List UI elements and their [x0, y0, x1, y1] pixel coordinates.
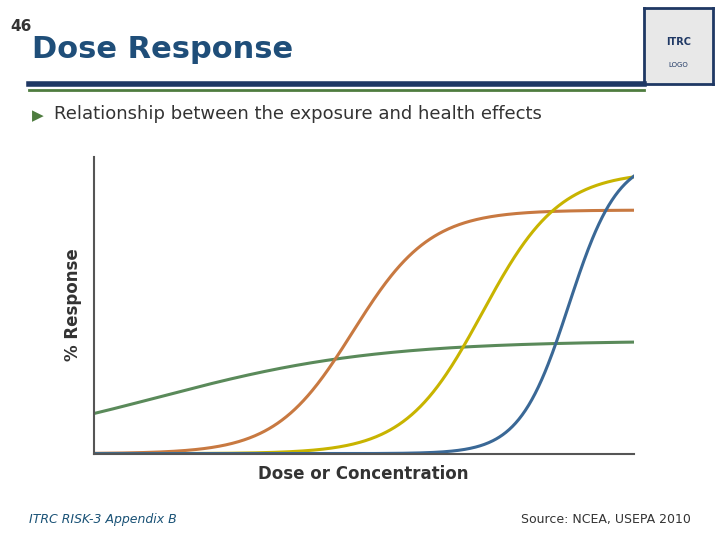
- Text: 46: 46: [11, 19, 32, 34]
- X-axis label: Dose or Concentration: Dose or Concentration: [258, 465, 469, 483]
- Text: ITRC: ITRC: [666, 37, 691, 47]
- Text: ▶: ▶: [32, 108, 44, 123]
- Text: LOGO: LOGO: [669, 62, 688, 68]
- Text: Source: NCEA, USEPA 2010: Source: NCEA, USEPA 2010: [521, 514, 691, 526]
- Y-axis label: % Response: % Response: [65, 249, 83, 361]
- Text: Dose Response: Dose Response: [32, 35, 294, 64]
- Text: Relationship between the exposure and health effects: Relationship between the exposure and he…: [54, 105, 542, 123]
- Text: ITRC RISK-3 Appendix B: ITRC RISK-3 Appendix B: [29, 514, 176, 526]
